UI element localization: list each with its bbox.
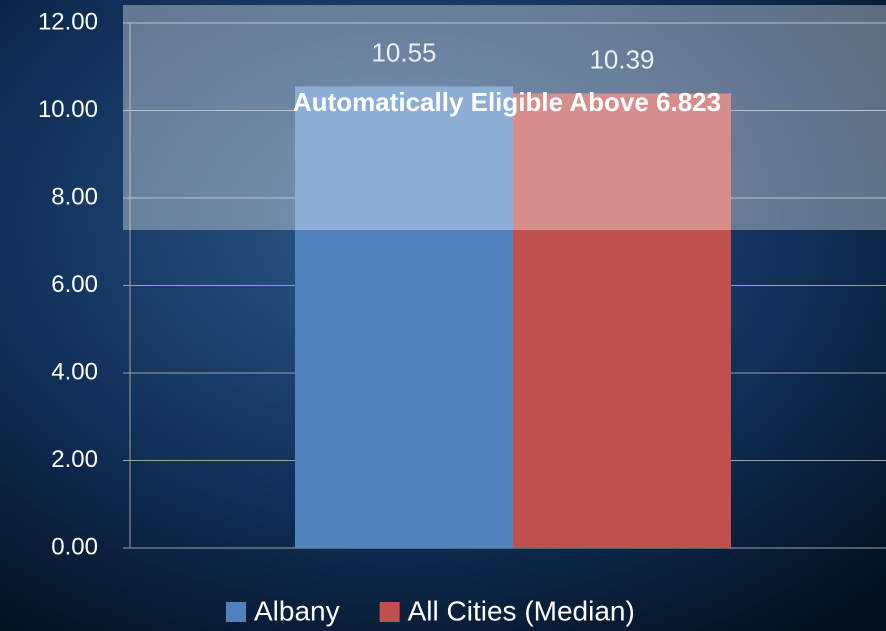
legend-label: Albany (254, 595, 340, 626)
y-tick-label: 6.00 (51, 271, 98, 298)
y-tick-label: 0.00 (51, 533, 98, 560)
data-label: 10.39 (589, 44, 654, 74)
bar (513, 93, 731, 548)
legend-swatch (379, 602, 400, 622)
bar (295, 86, 513, 548)
data-label: 10.55 (371, 37, 436, 67)
legend-swatch (226, 602, 246, 622)
legend-label: All Cities (Median) (408, 595, 635, 626)
y-tick-label: 4.00 (51, 358, 98, 385)
y-tick-label: 10.00 (38, 96, 98, 123)
annotation: Automatically Eligible Above 6.823 (293, 87, 721, 117)
plot-area: 0.00 2.00 4.00 6.00 8.00 10.00 12.00 10.55 10.39 (38, 8, 886, 560)
annotation-band (123, 5, 886, 230)
y-tick-label: 2.00 (51, 446, 98, 473)
legend: Albany All Cities (Median) (226, 595, 635, 626)
y-tick-label: 8.00 (51, 183, 98, 210)
y-tick-label: 12.00 (38, 8, 98, 35)
